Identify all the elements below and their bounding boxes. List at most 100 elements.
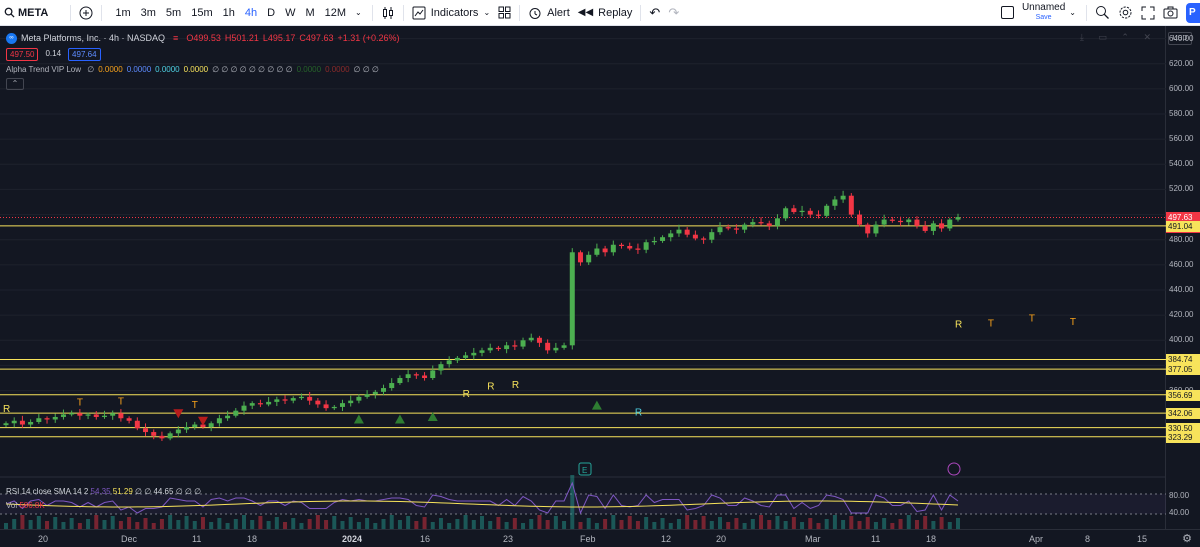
price-label: 520.00	[1169, 184, 1194, 194]
alert-button[interactable]: Alert	[524, 0, 574, 26]
sell-button[interactable]: 497.50	[6, 48, 39, 61]
timeframe-12M[interactable]: 12M	[324, 6, 347, 19]
volume-bar	[406, 516, 411, 529]
layouts-button[interactable]	[494, 0, 515, 26]
volume-bar	[233, 519, 238, 529]
indicators-button[interactable]: Indicators ⌄	[408, 0, 494, 26]
alarm-clock-icon	[528, 6, 542, 20]
volume-bar	[28, 520, 33, 529]
meta-logo-icon: ∞	[6, 32, 17, 44]
collapse-legend-button[interactable]: ⌃	[6, 78, 24, 90]
candle-body	[430, 370, 436, 378]
volume-bar	[45, 521, 50, 529]
volume-bar	[496, 517, 501, 529]
volume-bar	[192, 521, 197, 529]
timeframe-4h[interactable]: 4h	[244, 6, 258, 19]
checkbox-icon	[1000, 6, 1014, 19]
volume-bar	[791, 517, 796, 529]
indicator-value: 0.0000	[155, 65, 180, 74]
candle-body	[348, 400, 354, 404]
candle-body	[413, 374, 419, 376]
volume-bar	[291, 518, 296, 529]
volume-bar	[529, 519, 534, 529]
last-price-tag: 497.63	[1166, 211, 1200, 223]
timeframe-5m[interactable]: 5m	[165, 6, 182, 19]
undo-button[interactable]: ↶	[645, 0, 664, 26]
chart-type-button[interactable]	[377, 0, 399, 26]
snapshot-button[interactable]	[1159, 0, 1182, 26]
timeframe-D[interactable]: D	[267, 6, 276, 19]
candle-body	[569, 252, 575, 346]
layout-name-button[interactable]: Unnamed Save	[1018, 0, 1069, 26]
candle-body	[635, 248, 641, 250]
rsi-tail: ∅ ∅	[135, 487, 152, 496]
spread-value: 0.14	[45, 49, 62, 58]
gear-icon[interactable]: ⚙	[1182, 533, 1192, 545]
volume-bar	[12, 519, 17, 529]
candle-body	[536, 337, 542, 343]
timeframe-1m[interactable]: 1m	[115, 6, 131, 19]
chevron-down-icon[interactable]: ⌄	[355, 8, 362, 17]
time-label: 2024	[342, 534, 363, 544]
chart-pane[interactable]: RTTTRRRRRTTTRRRTTTBBE ∞ Meta Platforms, …	[0, 26, 1166, 529]
volume-bar	[110, 516, 115, 529]
price-chart[interactable]: RTTTRRRRRTTTRRRTTTBBE	[0, 26, 1166, 529]
volume-bar	[627, 516, 632, 529]
candle-body	[143, 428, 149, 433]
layout-checkbox[interactable]	[997, 0, 1018, 26]
search-icon	[4, 7, 15, 18]
candle-body	[266, 401, 272, 405]
time-scale[interactable]: ⚙ 20 Dec 11 18 2024 16 23 Feb 12 20 Mar 11 18 Apr 8 15	[0, 529, 1200, 547]
toolbar-divider	[1086, 4, 1087, 21]
rsi-label: RSI 14 close SMA 14 2	[6, 487, 89, 496]
price-label: 640.00	[1169, 33, 1194, 43]
buy-button[interactable]: 497.64	[68, 48, 101, 61]
timeframe-W[interactable]: W	[285, 6, 296, 19]
timeframe-M[interactable]: M	[305, 6, 315, 19]
timeframe-3m[interactable]: 3m	[140, 6, 156, 19]
candle-body	[208, 423, 214, 428]
time-label: 11	[871, 534, 881, 544]
timeframe-15m[interactable]: 15m	[191, 6, 213, 19]
rsi-legend[interactable]: RSI 14 close SMA 14 2 54.35 51.29 ∅ ∅ 44…	[6, 487, 201, 496]
camera-icon	[1163, 6, 1178, 20]
volume-bar	[562, 521, 567, 529]
pane-controls[interactable]: ⤓ ▭ ⌃ ✕	[1079, 32, 1157, 42]
volume-legend[interactable]: Vol 586.8K	[6, 501, 45, 510]
replay-button[interactable]: ◀◀ Replay	[574, 0, 637, 26]
candle-body	[422, 375, 428, 378]
timeframe-1h[interactable]: 1h	[222, 6, 235, 19]
currency-button[interactable]: USD	[1168, 32, 1192, 45]
candle-body	[175, 429, 181, 434]
indicator-legend-alpha-trend[interactable]: Alpha Trend VIP Low ∅ 0.0000 0.0000 0.0000 0…	[6, 65, 400, 74]
time-label: 18	[247, 534, 258, 544]
candle-body	[364, 394, 370, 397]
earnings-marker	[578, 462, 592, 476]
candle-body	[77, 413, 83, 416]
chevron-down-icon[interactable]: ⌄	[1069, 8, 1076, 17]
volume-bar	[660, 518, 665, 529]
candle-body	[495, 347, 501, 350]
volume-bar	[923, 516, 928, 529]
volume-bar	[578, 522, 583, 529]
symbol-search-button[interactable]: META	[0, 0, 52, 26]
candle-body	[69, 413, 75, 415]
redo-button[interactable]: ↷	[664, 0, 683, 26]
compare-symbol-button[interactable]	[75, 0, 97, 26]
candle-body	[36, 418, 42, 422]
volume-bar	[274, 517, 279, 529]
publish-button[interactable]: P	[1186, 3, 1200, 23]
candle-body	[167, 433, 173, 439]
price-scale[interactable]: USD 640.00 620.00 600.00 580.00 560.00 540.00…	[1166, 26, 1200, 529]
candle-body	[93, 414, 99, 417]
indicators-label: Indicators	[430, 6, 479, 19]
candle-body	[865, 224, 871, 234]
settings-button[interactable]	[1114, 0, 1137, 26]
fullscreen-button[interactable]	[1137, 0, 1159, 26]
symbol-title[interactable]: Meta Platforms, Inc. · 4h · NASDAQ	[21, 33, 166, 43]
volume-bar	[726, 522, 731, 529]
quick-search-button[interactable]	[1091, 0, 1114, 26]
rsi-tail: ∅ ∅ ∅	[175, 487, 202, 496]
volume-bar	[759, 515, 764, 529]
candle-body	[200, 424, 206, 428]
